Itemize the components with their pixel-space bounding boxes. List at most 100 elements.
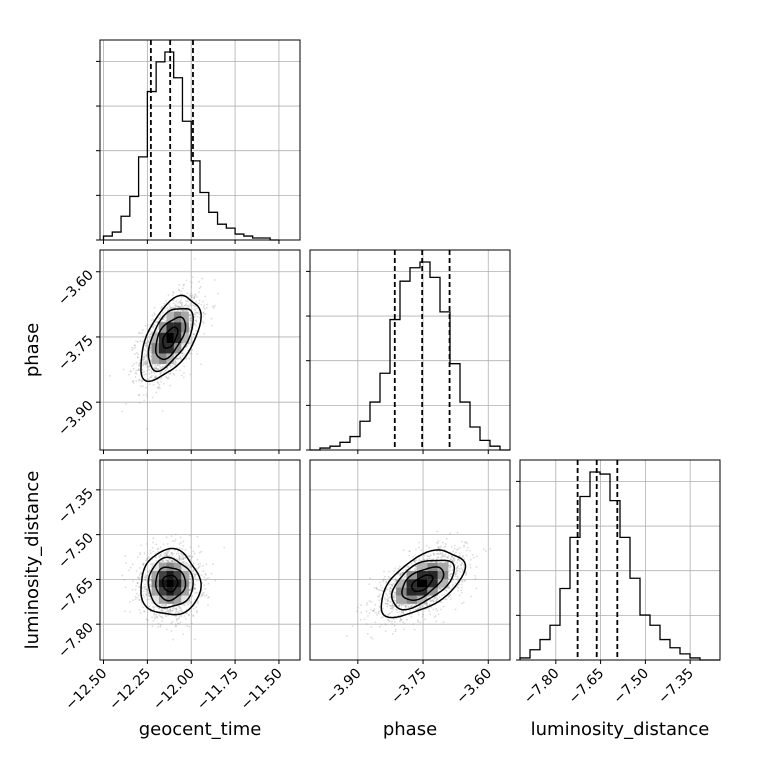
- sample-point: [149, 549, 152, 552]
- sample-point: [143, 370, 146, 373]
- sample-point: [190, 337, 193, 340]
- sample-point: [174, 607, 177, 610]
- sample-point: [167, 376, 170, 379]
- sample-point: [156, 368, 159, 370]
- sample-point: [451, 559, 454, 562]
- sample-point: [437, 553, 440, 556]
- sample-point: [375, 587, 378, 590]
- sample-point: [369, 636, 372, 639]
- sample-point: [387, 614, 389, 616]
- sample-point: [175, 358, 178, 361]
- sample-point: [462, 570, 465, 572]
- sample-point: [172, 299, 175, 301]
- sample-point: [170, 307, 173, 309]
- sample-point: [138, 394, 140, 397]
- sample-point: [178, 306, 181, 309]
- sample-point: [465, 541, 468, 544]
- sample-point: [460, 586, 463, 589]
- sample-point: [382, 580, 385, 583]
- sample-point: [125, 561, 127, 564]
- sample-point: [171, 554, 174, 556]
- sample-point: [165, 615, 168, 618]
- sample-point: [420, 549, 423, 552]
- sample-point: [155, 331, 158, 333]
- sample-point: [156, 548, 159, 551]
- sample-point: [189, 352, 191, 355]
- sample-point: [451, 585, 454, 588]
- sample-point: [148, 569, 151, 572]
- sample-point: [151, 374, 153, 377]
- sample-point: [393, 569, 395, 572]
- sample-point: [439, 587, 442, 590]
- sample-point: [144, 578, 147, 581]
- sample-point: [205, 573, 207, 576]
- sample-point: [467, 546, 469, 549]
- sample-point: [423, 558, 425, 561]
- sample-point: [174, 623, 177, 626]
- sample-point: [133, 344, 136, 347]
- sample-point: [181, 555, 184, 558]
- sample-point: [188, 566, 191, 569]
- sample-point: [164, 603, 167, 606]
- sample-point: [137, 369, 140, 372]
- sample-point: [145, 354, 148, 356]
- sample-point: [150, 370, 153, 372]
- sample-point: [202, 306, 205, 309]
- sample-point: [178, 559, 181, 562]
- sample-point: [153, 376, 156, 379]
- sample-point: [145, 345, 147, 347]
- sample-point: [160, 305, 163, 308]
- sample-point: [189, 565, 192, 568]
- sample-point: [470, 595, 472, 598]
- sample-point: [159, 314, 162, 317]
- sample-point: [182, 309, 184, 312]
- grid: [310, 460, 510, 660]
- sample-point: [189, 589, 192, 592]
- sample-point: [461, 540, 463, 543]
- sample-point: [460, 571, 462, 574]
- sample-point: [400, 618, 403, 621]
- sample-point: [175, 608, 178, 611]
- sample-point: [156, 321, 159, 323]
- sample-point: [376, 588, 379, 591]
- sample-point: [461, 602, 463, 605]
- sample-point: [160, 381, 163, 383]
- density-cell: [396, 595, 407, 604]
- sample-point: [170, 560, 173, 563]
- sample-point: [379, 593, 381, 596]
- sample-point: [369, 577, 372, 579]
- sample-point: [377, 595, 380, 598]
- sample-point: [180, 290, 183, 293]
- sample-point: [389, 600, 391, 603]
- sample-point: [185, 309, 188, 312]
- sample-point: [188, 555, 191, 558]
- sample-point: [179, 536, 182, 539]
- sample-point: [484, 549, 487, 552]
- sample-point: [157, 607, 160, 610]
- sample-point: [143, 576, 146, 579]
- sample-point: [131, 365, 134, 367]
- sample-point: [155, 543, 158, 546]
- sample-point: [156, 320, 159, 323]
- sample-point: [139, 385, 142, 388]
- sample-point: [204, 572, 207, 575]
- sample-point: [139, 612, 142, 614]
- sample-point: [155, 366, 158, 369]
- x-tick-label: −3.60: [453, 666, 495, 708]
- sample-point: [435, 558, 438, 561]
- sample-point: [136, 351, 138, 354]
- sample-point: [146, 365, 149, 368]
- sample-point: [192, 614, 195, 617]
- sample-point: [437, 546, 440, 549]
- sample-point: [179, 558, 181, 561]
- sample-point: [382, 616, 384, 618]
- density-geocent_time-luminosity_distance: [121, 533, 226, 641]
- sample-point: [453, 544, 456, 547]
- sample-point: [457, 548, 459, 551]
- sample-point: [454, 572, 457, 575]
- sample-point: [135, 592, 138, 595]
- sample-point: [171, 559, 173, 562]
- sample-point: [189, 565, 192, 568]
- sample-point: [184, 604, 186, 607]
- sample-point: [448, 593, 451, 596]
